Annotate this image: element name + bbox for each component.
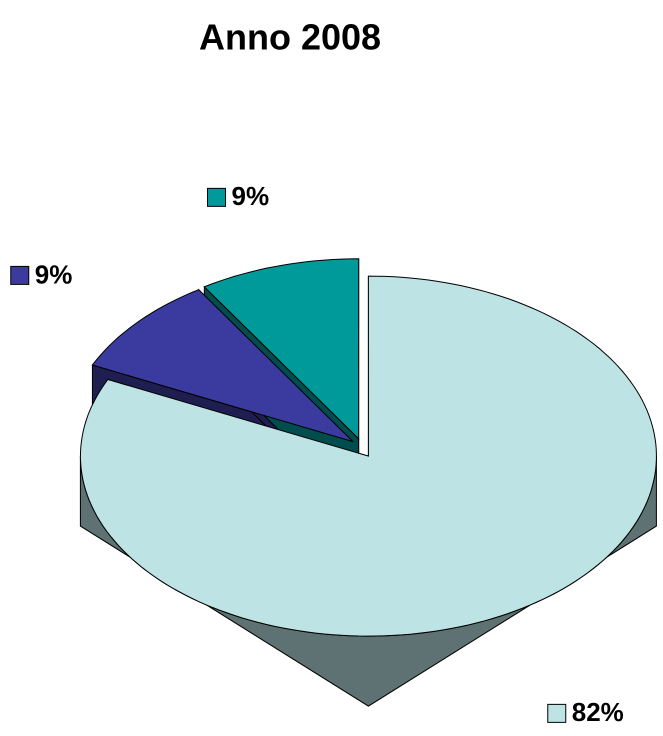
data-label: 82% bbox=[572, 697, 624, 727]
data-label: 9% bbox=[231, 181, 269, 211]
label-key bbox=[10, 265, 30, 285]
data-label: 9% bbox=[35, 259, 73, 289]
slice bbox=[203, 258, 360, 440]
slice bbox=[79, 275, 657, 637]
label-key bbox=[206, 187, 226, 207]
chart-title: Anno 2008 bbox=[199, 17, 381, 58]
slice bbox=[91, 289, 354, 443]
label-key bbox=[547, 703, 567, 723]
